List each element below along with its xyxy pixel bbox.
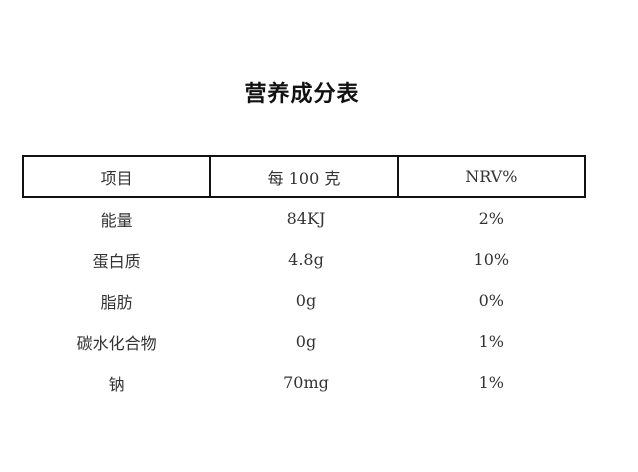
- header-nrv: NRV%: [396, 157, 584, 196]
- nutrient-per-100g: 0g: [295, 332, 317, 351]
- nutrient-per-100g: 0g: [295, 291, 317, 310]
- nutrient-nrv: 2%: [478, 209, 505, 228]
- nutrient-nrv: 1%: [478, 373, 505, 392]
- table-row: 蛋白质 4.8g 10%: [24, 239, 584, 280]
- header-item: 项目: [100, 168, 133, 188]
- nutrient-per-100g: 84KJ: [286, 209, 326, 228]
- table-body: 能量 84KJ 2% 蛋白质 4.8g 10% 脂肪 0g 0% 碳水化合物 0…: [24, 198, 584, 403]
- table-header: 项目 每 100 克 NRV%: [22, 155, 586, 198]
- header-per-100g: 每 100 克: [209, 157, 396, 196]
- nutrient-name: 能量: [100, 210, 133, 230]
- nutrient-per-100g: 4.8g: [288, 250, 324, 269]
- table-row: 碳水化合物 0g 1%: [24, 321, 584, 362]
- nutrient-per-100g: 70mg: [283, 373, 329, 392]
- page-title: 营养成分表: [244, 81, 360, 107]
- nutrient-nrv: 10%: [473, 250, 510, 269]
- table-row: 脂肪 0g 0%: [24, 280, 584, 321]
- nutrient-nrv: 0%: [478, 291, 505, 310]
- nutrient-name: 碳水化合物: [76, 333, 157, 353]
- table-row: 钠 70mg 1%: [24, 362, 584, 403]
- nutrient-nrv: 1%: [478, 332, 505, 351]
- nutrient-name: 蛋白质: [92, 251, 141, 271]
- nutrient-name: 脂肪: [100, 292, 133, 312]
- table-row: 能量 84KJ 2%: [24, 198, 584, 239]
- nutrient-name: 钠: [108, 374, 125, 394]
